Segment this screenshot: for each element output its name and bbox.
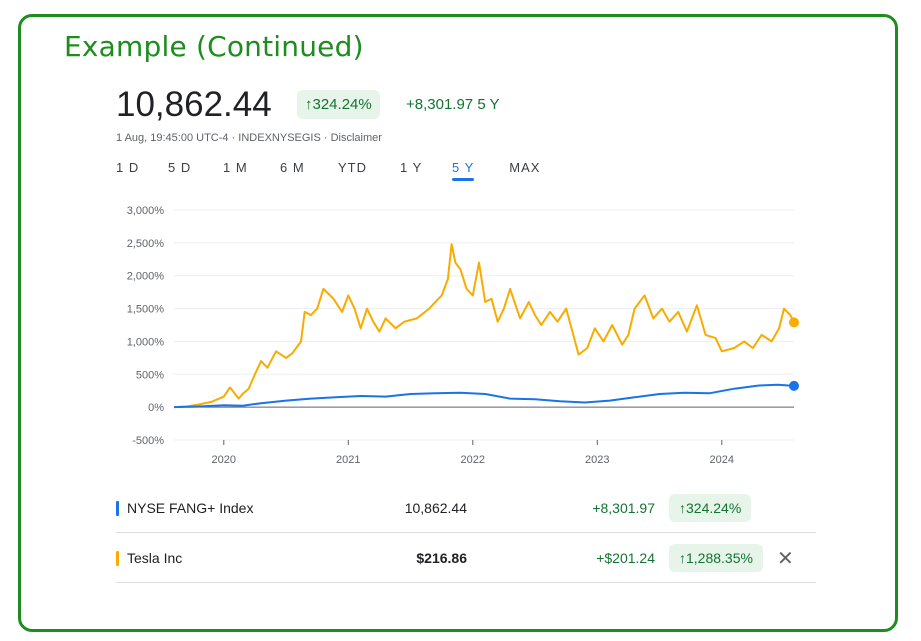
- range-tabs: 1 D 5 D 1 M 6 M YTD 1 Y 5 Y MAX: [116, 160, 541, 181]
- price-chart[interactable]: 3,000% 2,500% 2,000% 1,500% 1,000% 500% 0% -500…: [102, 195, 816, 475]
- close-icon[interactable]: ✕: [776, 547, 794, 570]
- slide-title: Example (Continued): [64, 30, 364, 63]
- series-line-nyse-fang-index: [173, 383, 795, 409]
- table-row-tesla[interactable]: Tesla Inc $216.86 +$201.24 ↑1,288.35% ✕: [116, 535, 816, 581]
- tab-6m[interactable]: 6 M: [280, 160, 305, 175]
- tab-5d[interactable]: 5 D: [168, 160, 192, 175]
- y-tick-label: 1,000%: [127, 336, 165, 348]
- y-tick-label: 3,000%: [127, 205, 165, 217]
- series-color-bar: [116, 550, 119, 566]
- series-color-bar: [116, 500, 119, 516]
- y-tick-label: 2,000%: [127, 271, 165, 283]
- row-divider: [116, 532, 816, 533]
- row-percent-badge: ↑324.24%: [669, 494, 752, 522]
- series-endpoint-nyse-fang-index: [789, 380, 799, 391]
- price-value: 10,862.44: [116, 85, 272, 124]
- row-value: 10,862.44: [404, 500, 467, 516]
- row-percent-badge: ↑1,288.35%: [669, 544, 763, 572]
- row-change: +8,301.97: [592, 500, 655, 516]
- x-tick-label: 2020: [212, 454, 236, 466]
- y-tick-label: 0%: [148, 402, 164, 414]
- x-tick-label: 2022: [461, 454, 485, 466]
- absolute-change: +8,301.97 5 Y: [406, 96, 500, 113]
- tab-5y[interactable]: 5 Y: [452, 160, 475, 181]
- series-line-tesla-inc: [173, 243, 795, 409]
- x-tick-label: 2024: [710, 454, 734, 466]
- y-tick-label: -500%: [132, 435, 164, 447]
- tab-1y[interactable]: 1 Y: [400, 160, 423, 175]
- row-divider: [116, 582, 816, 583]
- y-tick-label: 500%: [136, 369, 164, 381]
- row-value: $216.86: [416, 550, 467, 566]
- tab-ytd[interactable]: YTD: [338, 160, 367, 175]
- y-tick-label: 1,500%: [127, 304, 165, 316]
- tab-1d[interactable]: 1 D: [116, 160, 140, 175]
- series-endpoint-tesla-inc: [789, 317, 799, 328]
- row-name: NYSE FANG+ Index: [127, 500, 254, 516]
- x-tick-label: 2023: [585, 454, 609, 466]
- y-tick-label: 2,500%: [127, 238, 165, 250]
- table-row-fang[interactable]: NYSE FANG+ Index 10,862.44 +8,301.97 ↑32…: [116, 485, 816, 531]
- finance-card: 10,862.44 ↑324.24% +8,301.97 5 Y 1 Aug, …: [102, 75, 816, 585]
- percent-change-badge: ↑324.24%: [297, 90, 380, 119]
- tab-max[interactable]: MAX: [509, 160, 541, 175]
- quote-subtitle: 1 Aug, 19:45:00 UTC-4 · INDEXNYSEGIS · D…: [116, 132, 382, 144]
- tab-1m[interactable]: 1 M: [223, 160, 248, 175]
- row-change: +$201.24: [596, 550, 655, 566]
- x-tick-label: 2021: [336, 454, 360, 466]
- row-name: Tesla Inc: [127, 550, 183, 566]
